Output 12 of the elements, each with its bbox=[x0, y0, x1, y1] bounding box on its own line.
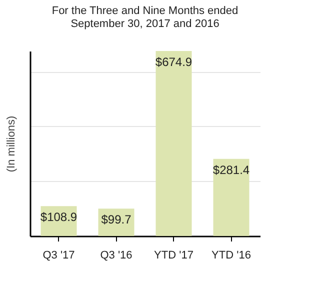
x-tick-label: Q3 '16 bbox=[100, 250, 132, 262]
data-label: $108.9 bbox=[40, 210, 78, 224]
data-label: $674.9 bbox=[155, 55, 192, 70]
x-tick-label: Q3 '17 bbox=[42, 250, 75, 262]
bar bbox=[156, 51, 192, 236]
x-tick-label: YTD '17 bbox=[154, 250, 194, 262]
chart-title: For the Three and Nine Months ended September 30, 2017 and 2016 bbox=[52, 5, 238, 30]
data-label: $99.7 bbox=[101, 212, 132, 227]
data-label: $281.4 bbox=[212, 162, 250, 177]
y-axis-title: (In millions) bbox=[6, 116, 18, 172]
bar bbox=[213, 158, 250, 236]
x-tick-label: YTD '16 bbox=[212, 250, 251, 262]
